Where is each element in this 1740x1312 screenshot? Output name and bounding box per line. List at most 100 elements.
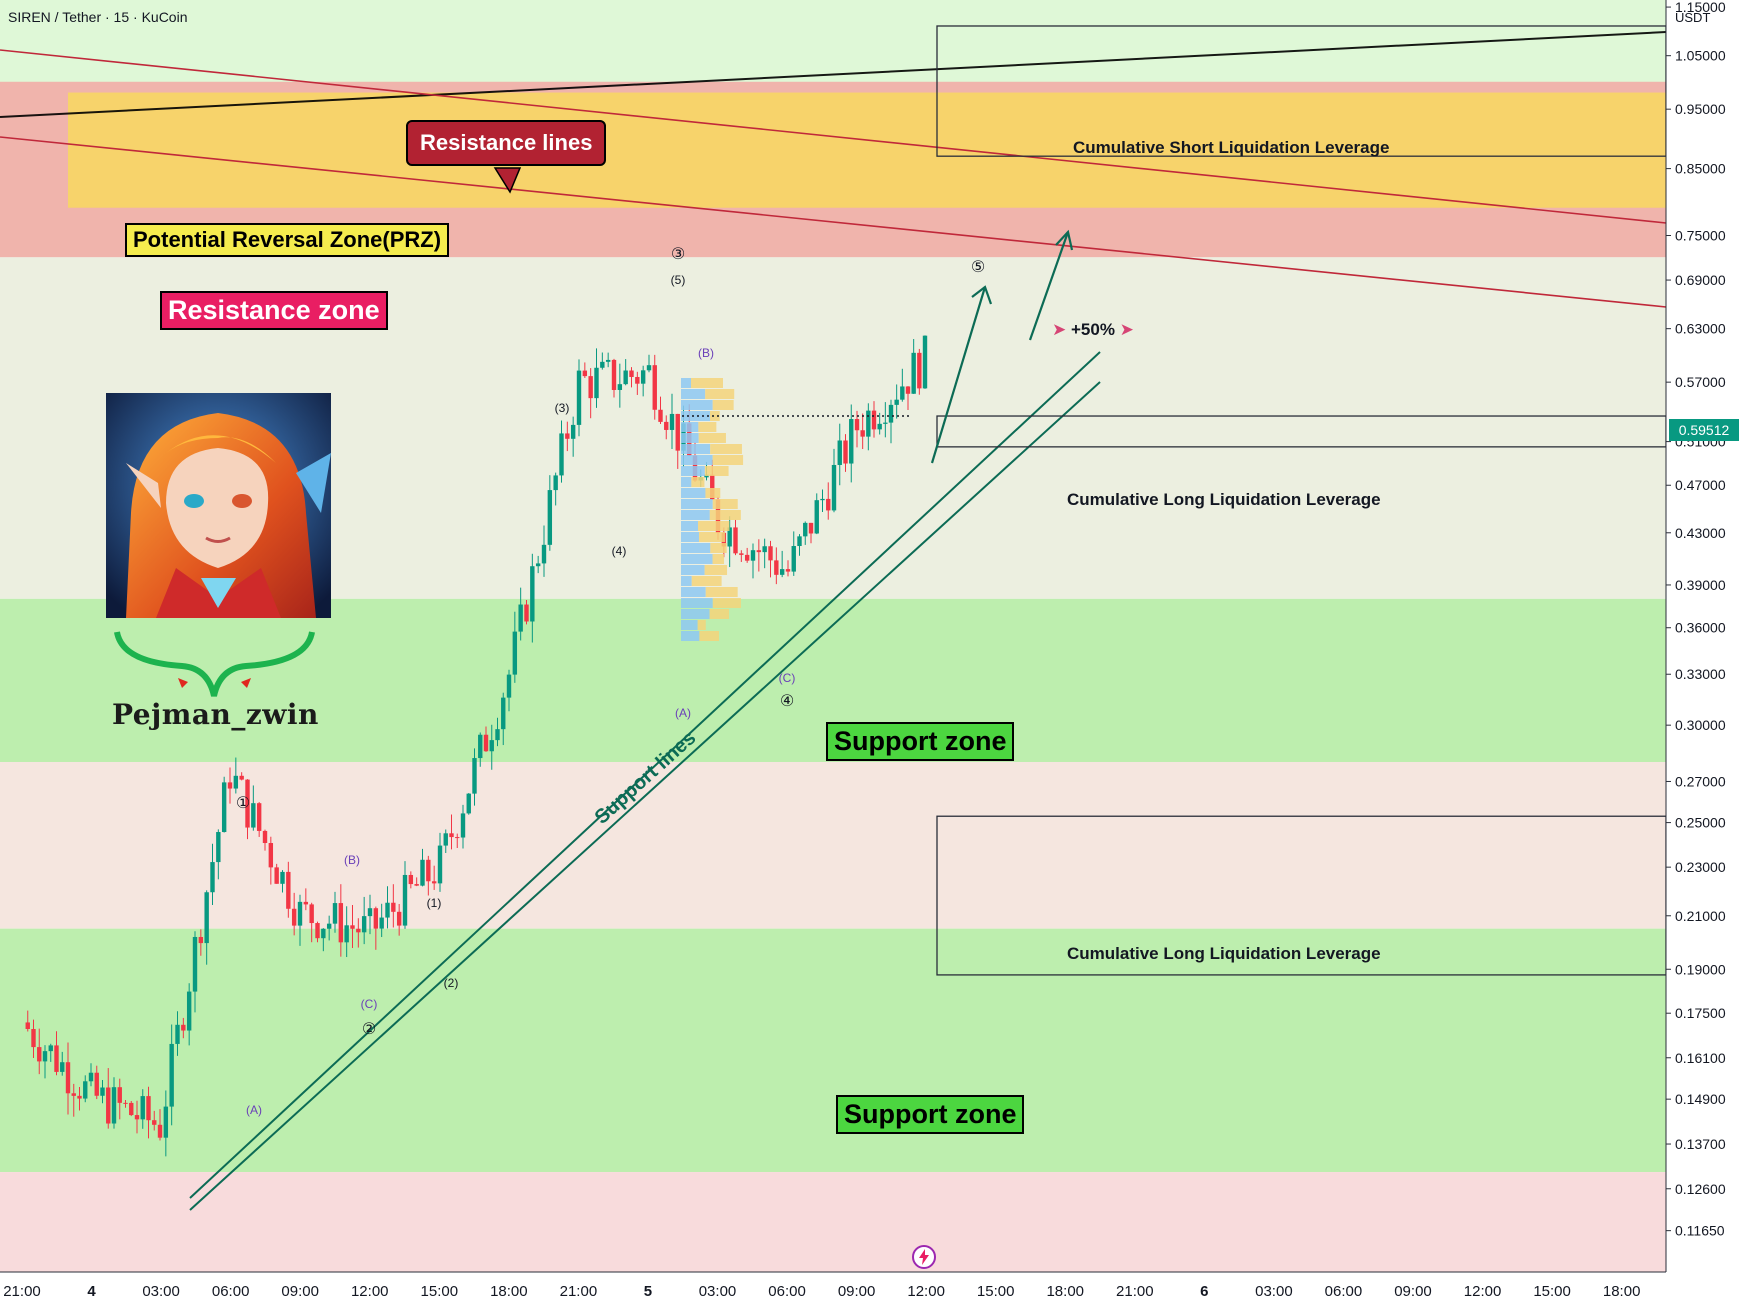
candle-body <box>192 936 198 992</box>
candle-body <box>83 1081 88 1099</box>
candle-body <box>391 902 396 912</box>
candle-body <box>814 500 819 534</box>
volume-profile-bar <box>699 532 726 542</box>
candle-body <box>640 370 646 384</box>
candle-body <box>181 1024 186 1031</box>
candle-body <box>25 1022 30 1030</box>
projection-arrow-2 <box>1028 231 1070 341</box>
arrowhead-1 <box>971 285 993 305</box>
volume-profile-bar <box>681 543 711 553</box>
candle-body <box>518 604 523 632</box>
candle-body <box>808 522 814 534</box>
candle-body <box>831 464 837 511</box>
candle-body <box>216 832 221 863</box>
candle-body <box>297 901 303 926</box>
candle-body <box>94 1072 99 1096</box>
wave-label: ② <box>362 1021 376 1038</box>
candle-body <box>762 546 767 553</box>
candle-body <box>449 833 454 838</box>
time-tick-label: 18:00 <box>490 1283 528 1300</box>
candle-body <box>779 569 785 575</box>
candle-body <box>756 550 762 553</box>
support-line-1 <box>189 351 1101 1199</box>
wave-label: (3) <box>555 401 570 415</box>
candle-body <box>426 859 431 882</box>
price-tick-label: 0.12600 <box>1675 1181 1726 1197</box>
price-tick-label: 0.33000 <box>1675 666 1726 682</box>
candle-body <box>152 1120 157 1125</box>
volume-profile-bar <box>697 620 706 630</box>
candle-body <box>344 925 349 943</box>
volume-profile-bar <box>681 378 691 388</box>
short-liquidation-label: Cumulative Short Liquidation Leverage <box>1073 138 1390 157</box>
volume-profile-bar <box>681 433 699 443</box>
candle-body <box>221 782 227 833</box>
candle-body <box>204 892 209 944</box>
target-percent-text: +50% <box>1070 320 1115 339</box>
wave-label: (2) <box>444 976 459 990</box>
price-tick-label: 0.43000 <box>1675 525 1726 541</box>
candle-body <box>233 775 239 789</box>
price-tick-label: 0.21000 <box>1675 908 1726 924</box>
candle-body <box>157 1124 163 1138</box>
candle-body <box>727 527 732 547</box>
price-tick-label: 0.57000 <box>1675 374 1726 390</box>
time-tick-label: 6 <box>1200 1283 1208 1300</box>
candle-body <box>582 370 588 377</box>
candle-body <box>163 1106 169 1138</box>
candle-body <box>837 440 842 465</box>
candle-body <box>210 862 215 893</box>
rocket-icon: ➤ <box>1052 320 1067 339</box>
author-avatar <box>106 393 331 618</box>
time-tick-label: 18:00 <box>1046 1283 1084 1300</box>
time-tick-label: 06:00 <box>1325 1283 1363 1300</box>
candle-body <box>245 779 250 828</box>
volume-profile-bar <box>681 598 713 608</box>
candle-body <box>146 1096 151 1121</box>
candle-body <box>866 410 871 437</box>
candle-body <box>443 833 448 846</box>
candle-body <box>431 881 437 884</box>
volume-profile-bar <box>681 565 705 575</box>
candle-body <box>530 566 535 622</box>
currency-unit[interactable]: USDT <box>1675 10 1711 25</box>
candle-body <box>750 550 756 561</box>
volume-profile-bar <box>681 477 692 487</box>
candle-body <box>623 370 628 385</box>
candle-body <box>883 422 888 424</box>
candle-body <box>321 928 326 939</box>
avatar-illustration <box>106 393 331 618</box>
candle-body <box>917 352 922 389</box>
price-tick-label: 0.16100 <box>1675 1050 1726 1066</box>
candle-body <box>652 365 657 410</box>
candle-body <box>414 884 419 886</box>
candle-body <box>88 1072 94 1082</box>
time-tick-label: 03:00 <box>142 1283 180 1300</box>
candle-body <box>744 554 750 561</box>
candle-body <box>361 916 367 933</box>
wave-label: (C) <box>361 997 378 1011</box>
wave-label: ④ <box>780 693 794 710</box>
chart-title: SIREN / Tether · 15 · KuCoin <box>8 9 188 25</box>
volume-profile-bar <box>681 554 713 564</box>
wave-label: ① <box>236 795 250 812</box>
time-tick-label: 12:00 <box>351 1283 389 1300</box>
candle-body <box>134 1115 140 1120</box>
candle-body <box>768 546 773 561</box>
volume-profile-bar <box>681 422 699 432</box>
price-tick-label: 0.25000 <box>1675 815 1726 831</box>
time-tick-label: 15:00 <box>977 1283 1015 1300</box>
price-axis-panel <box>1666 0 1740 1307</box>
volume-profile-bar <box>698 422 717 432</box>
lightning-icon[interactable] <box>911 1244 937 1270</box>
candle-body <box>570 424 576 439</box>
candle-body <box>803 522 808 537</box>
time-tick-label: 15:00 <box>421 1283 459 1300</box>
candle-body <box>455 837 460 839</box>
volume-profile-bar <box>705 587 738 597</box>
price-tick-label: 0.17500 <box>1675 1005 1726 1021</box>
candle-body <box>854 419 860 431</box>
time-tick-label: 15:00 <box>1533 1283 1571 1300</box>
candle-body <box>239 775 244 780</box>
candle-body <box>559 433 564 476</box>
